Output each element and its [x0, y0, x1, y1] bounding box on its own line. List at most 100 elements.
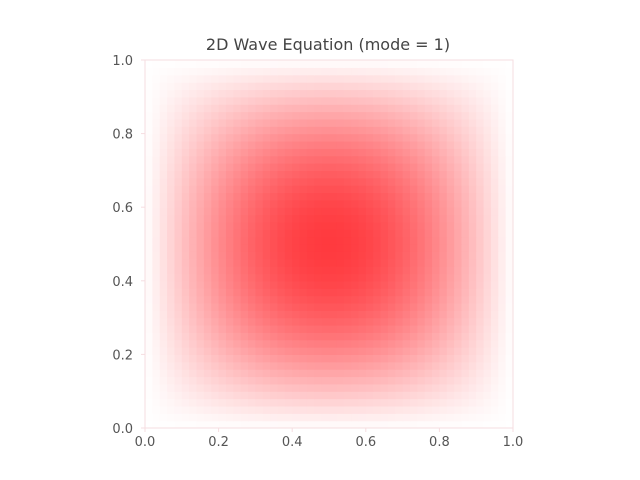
heatmap-cell — [203, 89, 212, 98]
heatmap-cell — [225, 332, 234, 341]
heatmap-cell — [270, 376, 279, 385]
heatmap-cell — [483, 60, 492, 68]
heatmap-cell — [387, 317, 396, 326]
heatmap-cell — [174, 295, 183, 304]
heatmap-cell — [306, 221, 315, 230]
heatmap-cell — [159, 251, 168, 260]
heatmap-cell — [446, 376, 455, 385]
heatmap-cell — [233, 258, 242, 267]
heatmap-cell — [409, 288, 418, 297]
heatmap-cell — [218, 339, 227, 348]
heatmap-cell — [233, 96, 242, 105]
heatmap-cell — [424, 214, 433, 223]
heatmap-cell — [314, 369, 323, 378]
heatmap-cell — [248, 280, 256, 289]
heatmap-cell — [498, 288, 507, 297]
heatmap-cell — [417, 244, 426, 252]
heatmap-cell — [461, 339, 470, 348]
heatmap-cell — [461, 244, 470, 252]
heatmap-cell — [365, 288, 374, 297]
heatmap-cell — [498, 369, 507, 378]
heatmap-cell — [373, 126, 382, 135]
heatmap-cell — [417, 398, 426, 407]
heatmap-cell — [476, 199, 485, 208]
heatmap-cell — [424, 295, 433, 304]
heatmap-cell — [336, 170, 345, 179]
heatmap-cell — [358, 361, 367, 370]
heatmap-cell — [336, 67, 345, 76]
heatmap-cell — [152, 420, 161, 429]
heatmap-cell — [255, 192, 264, 201]
heatmap-cell — [387, 207, 396, 216]
heatmap-cell — [358, 280, 367, 289]
heatmap-cell — [152, 126, 161, 135]
heatmap-cell — [365, 74, 374, 83]
heatmap-cell — [505, 221, 514, 230]
heatmap-cell — [270, 96, 279, 105]
heatmap-cell — [446, 324, 455, 333]
heatmap-cell — [159, 89, 168, 98]
heatmap-cell — [174, 133, 183, 142]
heatmap-cell — [284, 148, 293, 157]
heatmap-cell — [167, 258, 176, 267]
heatmap-cell — [292, 111, 301, 120]
heatmap-cell — [174, 361, 183, 370]
heatmap-cell — [152, 214, 161, 223]
heatmap-cell — [329, 74, 337, 83]
heatmap-cell — [233, 170, 242, 179]
heatmap-cell — [373, 339, 382, 348]
heatmap-cell — [490, 369, 499, 378]
heatmap-cell — [299, 126, 308, 135]
heatmap-cell — [490, 74, 499, 83]
heatmap-cell — [417, 67, 426, 76]
heatmap-cell — [336, 280, 345, 289]
heatmap-cell — [270, 405, 279, 414]
heatmap-cell — [358, 126, 367, 135]
heatmap-cell — [189, 324, 198, 333]
heatmap-cell — [490, 266, 499, 275]
heatmap-cell — [490, 207, 499, 216]
heatmap-cell — [417, 376, 426, 385]
heatmap-cell — [351, 104, 360, 113]
heatmap-cell — [299, 214, 308, 223]
heatmap-cell — [159, 82, 168, 91]
heatmap-cell — [498, 266, 507, 275]
heatmap-cell — [432, 67, 440, 76]
heatmap-cell — [167, 244, 176, 252]
heatmap-cell — [284, 369, 293, 378]
heatmap-cell — [248, 111, 256, 120]
heatmap-cell — [233, 332, 242, 341]
heatmap-cell — [270, 295, 279, 304]
heatmap-cell — [432, 111, 440, 120]
heatmap-cell — [189, 383, 198, 392]
heatmap-cell — [203, 420, 212, 429]
heatmap-cell — [174, 118, 183, 127]
heatmap-cell — [159, 273, 168, 282]
heatmap-cell — [284, 354, 293, 363]
heatmap-cell — [145, 74, 153, 83]
heatmap-cell — [321, 405, 330, 414]
heatmap-cell — [373, 60, 382, 68]
heatmap-cell — [174, 288, 183, 297]
heatmap-cell — [483, 118, 492, 127]
heatmap-cell — [225, 251, 234, 260]
heatmap-cell — [454, 185, 463, 194]
heatmap-cell — [373, 273, 382, 282]
heatmap-cell — [417, 288, 426, 297]
heatmap-cell — [476, 310, 485, 319]
heatmap-cell — [306, 317, 315, 326]
heatmap-cell — [461, 236, 470, 245]
heatmap-cell — [446, 420, 455, 429]
heatmap-cell — [255, 148, 264, 157]
heatmap-cell — [454, 229, 463, 238]
heatmap-cell — [343, 96, 352, 105]
heatmap-cell — [483, 96, 492, 105]
heatmap-cell — [314, 199, 323, 208]
heatmap-cell — [314, 60, 323, 68]
heatmap-cell — [181, 236, 190, 245]
heatmap-cell — [417, 118, 426, 127]
heatmap-cell — [409, 74, 418, 83]
heatmap-cell — [159, 74, 168, 83]
heatmap-cell — [203, 376, 212, 385]
heatmap-cell — [248, 96, 256, 105]
